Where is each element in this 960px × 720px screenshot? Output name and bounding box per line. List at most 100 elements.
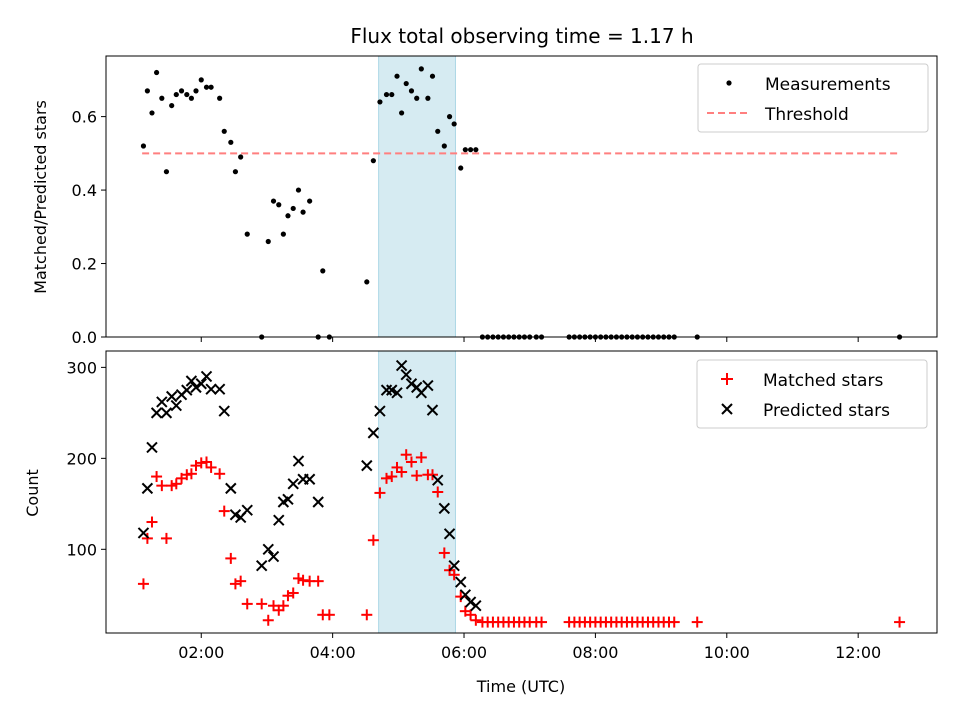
matched-star-point — [282, 590, 294, 602]
measurement-point — [217, 95, 223, 101]
matched-star-point — [323, 609, 335, 621]
matched-star-point — [262, 614, 274, 626]
matched-star-point — [185, 468, 197, 480]
legend-predicted-marker — [721, 403, 733, 415]
x-axis-label: Time (UTC) — [476, 677, 565, 696]
measurement-point — [458, 165, 464, 171]
predicted-star-point — [391, 387, 403, 399]
measurement-point — [244, 231, 250, 237]
predicted-star-point — [448, 559, 460, 572]
top-y-tick-label: 0.2 — [72, 255, 97, 274]
predicted-star-point — [426, 404, 439, 416]
legend-matched-label: Matched stars — [763, 371, 883, 391]
predicted-star-point — [438, 502, 451, 515]
measurement-point — [153, 69, 160, 76]
bottom-y-tick-label: 200 — [66, 449, 97, 468]
top-axes-frame — [105, 55, 938, 338]
x-tick-label: 10:00 — [704, 643, 750, 662]
matched-star-point — [400, 449, 412, 461]
bottom-y-tick-label: 300 — [66, 358, 97, 377]
predicted-star-point — [464, 596, 477, 608]
predicted-star-point — [225, 482, 237, 495]
measurement-point — [377, 99, 383, 105]
measurement-point — [399, 110, 405, 116]
legend-matched-marker — [721, 373, 733, 385]
measurement-point — [467, 147, 474, 153]
predicted-star-point — [432, 474, 444, 486]
predicted-star-point — [181, 384, 193, 396]
predicted-star-point — [443, 528, 456, 540]
matched-star-point — [235, 575, 247, 587]
measurement-point — [394, 73, 400, 79]
predicted-star-point — [195, 378, 207, 390]
matched-star-point — [470, 614, 482, 626]
legend-measurements-marker — [726, 80, 732, 86]
matched-star-point — [151, 471, 163, 483]
measurement-point — [193, 88, 199, 94]
measurement-point — [270, 198, 277, 204]
matched-star-point — [415, 451, 427, 463]
predicted-star-point — [156, 396, 168, 408]
matched-star-point — [386, 471, 398, 483]
predicted-star-point — [160, 407, 173, 419]
measurement-point — [188, 95, 194, 101]
matched-star-point — [396, 466, 408, 478]
measurement-point — [228, 139, 234, 145]
measurement-point — [370, 158, 376, 164]
measurement-point — [198, 77, 204, 83]
predicted-star-point — [361, 459, 373, 472]
matched-star-point — [438, 547, 450, 559]
x-tick-label: 02:00 — [178, 643, 224, 662]
matched-star-point — [137, 578, 149, 590]
top-panel: 0.0 0.2 0.4 0.6 Matched/Predicted stars Mea… — [31, 55, 938, 347]
predicted-star-point — [422, 379, 434, 392]
measurement-point — [163, 169, 170, 175]
measurement-point — [265, 238, 271, 245]
matched-star-point — [691, 616, 703, 628]
measurement-point — [280, 231, 286, 237]
bottom-y-tick-label: 100 — [66, 540, 97, 559]
legend-threshold-label: Threshold — [764, 105, 849, 125]
measurement-point — [414, 95, 420, 101]
x-tick-label: 04:00 — [310, 643, 356, 662]
top-shaded-span — [378, 55, 456, 338]
bottom-legend: Matched stars Predicted stars — [696, 359, 928, 429]
measurement-point — [140, 143, 147, 149]
predicted-star-point — [190, 381, 202, 394]
matched-star-point — [312, 575, 324, 587]
measurement-point — [169, 102, 175, 109]
top-y-axis-label: Matched/Predicted stars — [31, 100, 50, 294]
matched-star-point — [214, 468, 226, 480]
matched-star-point — [241, 598, 253, 610]
measurement-point — [208, 84, 214, 90]
predicted-star-point — [241, 504, 253, 516]
predicted-star-point — [255, 559, 268, 572]
matched-star-point — [367, 534, 379, 546]
measurement-point — [184, 91, 190, 98]
measurement-point — [408, 88, 415, 94]
predicted-star-point — [395, 359, 408, 372]
measurement-point — [221, 128, 227, 134]
measurement-point — [300, 209, 306, 215]
measurement-point — [364, 279, 370, 285]
matched-star-point — [218, 505, 230, 517]
measurement-point — [451, 121, 457, 127]
measurement-point — [473, 147, 479, 153]
measurement-point — [295, 187, 302, 193]
chart-title: Flux total observing time = 1.17 h — [350, 24, 693, 48]
predicted-star-point — [146, 441, 158, 454]
matched-star-point — [411, 470, 423, 482]
predicted-star-point — [218, 405, 230, 417]
measurement-point — [290, 205, 296, 212]
matched-star-point — [256, 598, 268, 610]
x-tick-label: 06:00 — [441, 643, 487, 662]
matched-star-point — [668, 616, 680, 628]
measurement-point — [276, 202, 282, 208]
bottom-axes-frame — [105, 350, 938, 634]
measurement-point — [238, 154, 244, 160]
predicted-star-point — [165, 390, 178, 403]
predicted-star-point — [287, 478, 299, 490]
matched-star-point — [156, 480, 168, 492]
matched-star-point — [465, 609, 477, 621]
measurement-point — [144, 88, 150, 94]
